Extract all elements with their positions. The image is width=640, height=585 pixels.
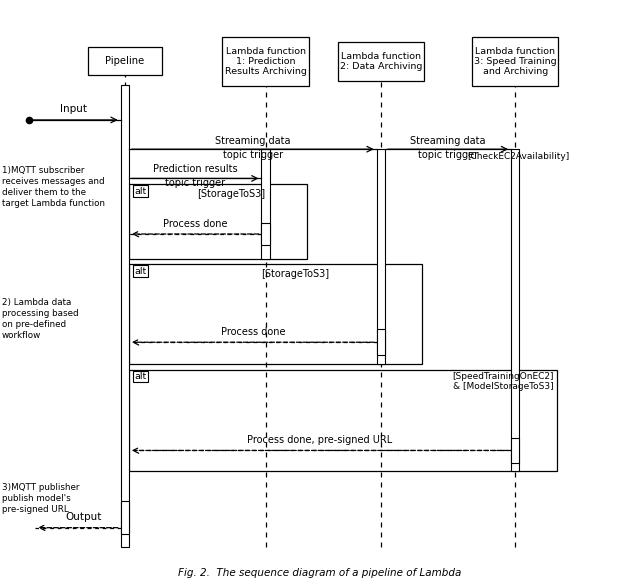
Bar [338, 42, 424, 81]
Bar [129, 264, 422, 364]
Bar [129, 184, 307, 259]
Text: 1)MQTT subscriber
receives messages and
deliver them to the
target Lambda functi: 1)MQTT subscriber receives messages and … [2, 166, 105, 208]
Text: Process done: Process done [221, 327, 285, 337]
Bar [129, 370, 557, 471]
Text: Output: Output [65, 512, 101, 522]
Text: Lambda function
2: Data Archiving: Lambda function 2: Data Archiving [340, 51, 422, 71]
Bar [88, 47, 161, 75]
Text: [SpeedTrainingOnEC2]
& [ModelStorageToS3]: [SpeedTrainingOnEC2] & [ModelStorageToS3… [452, 372, 554, 391]
Text: alt: alt [134, 372, 147, 381]
Bar [472, 36, 558, 86]
Bar [120, 85, 129, 547]
Text: 2) Lambda data
processing based
on pre-defined
workflow: 2) Lambda data processing based on pre-d… [2, 298, 79, 340]
Text: Prediction results: Prediction results [153, 164, 237, 174]
Text: Process done, pre-signed URL: Process done, pre-signed URL [248, 435, 392, 445]
Text: alt: alt [134, 187, 147, 195]
Text: Streaming data: Streaming data [410, 136, 486, 146]
Text: [CheckEC2Availability]: [CheckEC2Availability] [467, 152, 570, 161]
Text: topic trigger: topic trigger [165, 178, 225, 188]
Text: alt: alt [134, 267, 147, 276]
Bar [223, 36, 308, 86]
Text: Process done: Process done [163, 219, 227, 229]
Text: Streaming data: Streaming data [215, 136, 291, 146]
Bar [511, 149, 520, 471]
Text: topic trigger: topic trigger [223, 150, 283, 160]
Text: 3)MQTT publisher
publish model's
pre-signed URL: 3)MQTT publisher publish model's pre-sig… [2, 483, 79, 514]
Text: Input: Input [60, 104, 87, 114]
Bar [376, 149, 385, 364]
Bar [262, 149, 270, 259]
Bar [262, 223, 270, 245]
Text: Lambda function
1: Prediction
Results Archiving: Lambda function 1: Prediction Results Ar… [225, 47, 307, 76]
Text: Lambda function
3: Speed Training
and Archiving: Lambda function 3: Speed Training and Ar… [474, 47, 557, 76]
Text: [StorageToS3]: [StorageToS3] [197, 189, 265, 199]
Bar [511, 438, 520, 463]
Text: Fig. 2.  The sequence diagram of a pipeline of Lambda: Fig. 2. The sequence diagram of a pipeli… [179, 568, 461, 578]
Text: Pipeline: Pipeline [105, 56, 145, 67]
Bar [120, 501, 129, 534]
Text: topic trigger: topic trigger [418, 150, 478, 160]
Text: [StorageToS3]: [StorageToS3] [261, 269, 329, 279]
Bar [376, 329, 385, 355]
